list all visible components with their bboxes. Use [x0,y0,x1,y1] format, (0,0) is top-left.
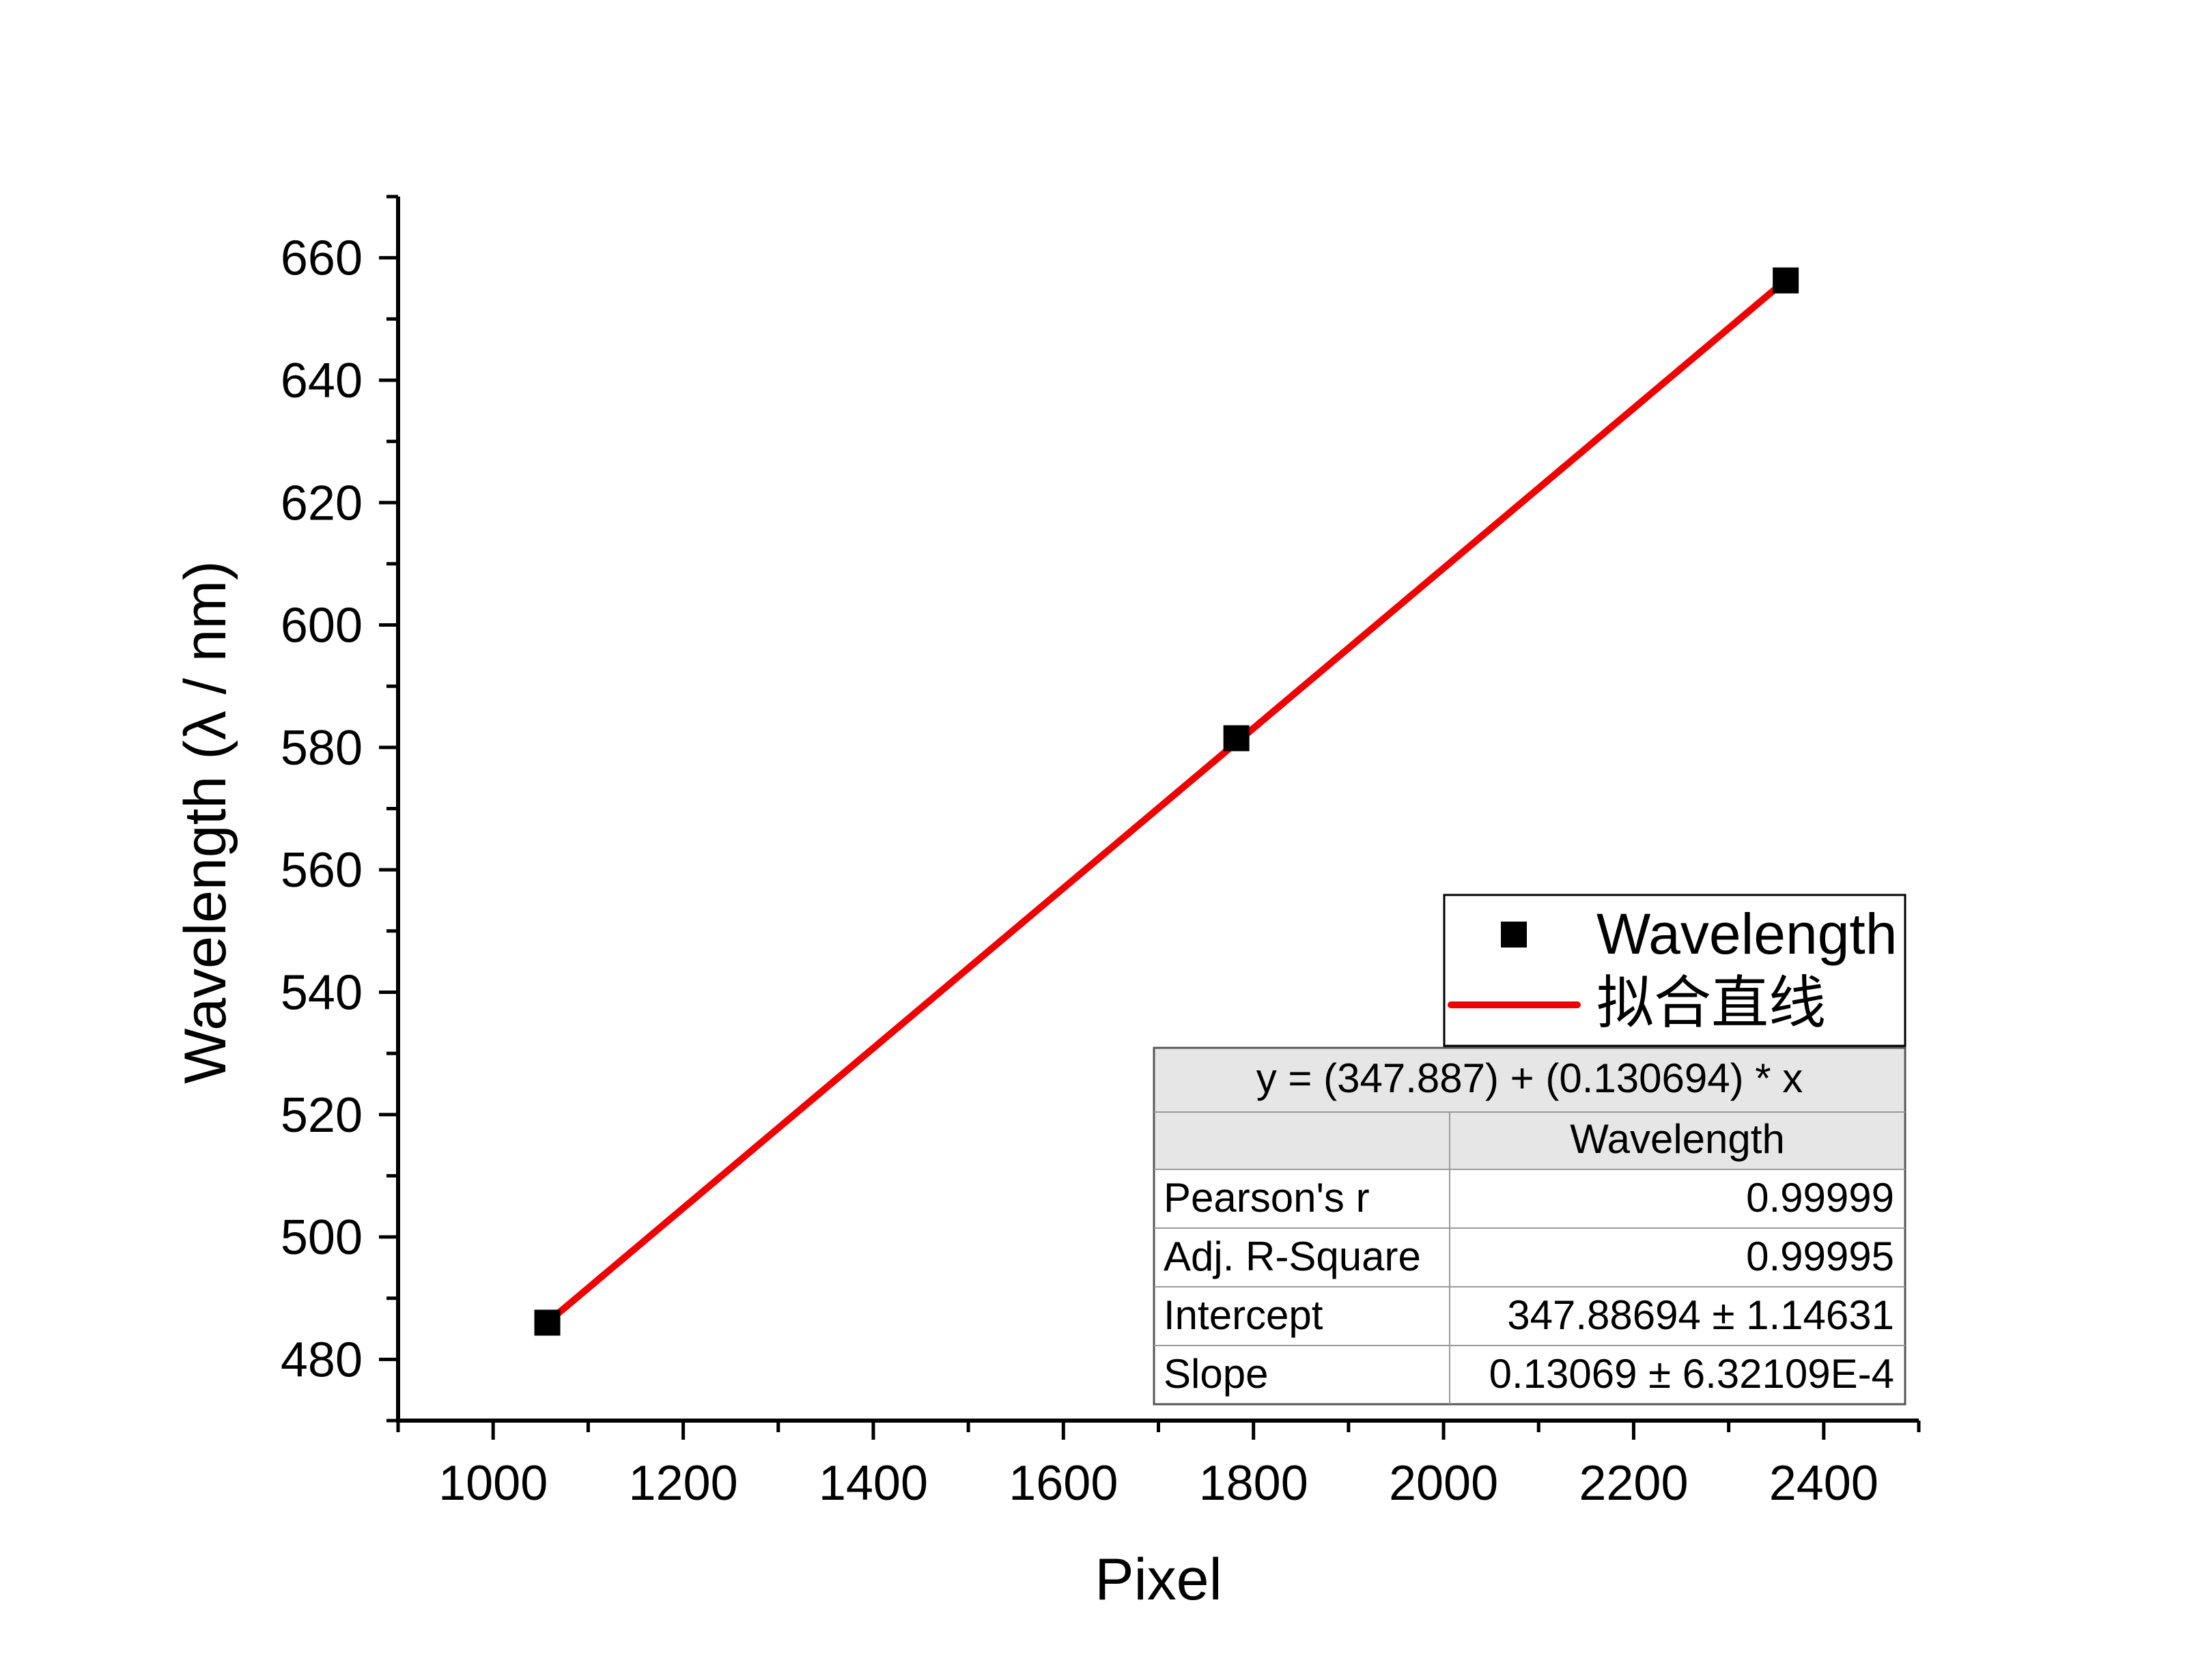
table-row-value: 0.13069 ± 6.32109E-4 [1489,1351,1894,1397]
legend-square-marker-icon [1501,922,1527,948]
table-header-row [1155,1112,1904,1169]
x-tick-label: 2400 [1769,1456,1878,1511]
y-tick-label: 480 [281,1333,363,1387]
x-tick-label: 1600 [1009,1456,1118,1511]
y-tick-label: 620 [281,476,363,530]
fit-results-table: y = (347.887) + (0.130694) * x Wavelengt… [1153,1047,1906,1406]
table-column-header: Wavelength [1570,1116,1785,1162]
table-row-value: 347.88694 ± 1.14631 [1507,1292,1894,1338]
x-axis-ticks: 1000 1200 1400 1600 1800 2000 2200 2400 [396,1421,1921,1511]
y-axis-title: Wavelength (λ / nm) [173,560,238,1083]
y-tick-label: 540 [281,965,363,1020]
y-tick-label: 640 [281,354,363,408]
table-rows: Pearson's r 0.99999 Adj. R-Square 0.99995 In… [1164,1175,1894,1397]
data-point [1223,725,1250,752]
data-point [1773,267,1799,294]
legend-label-fit-line: 拟合直线 [1596,971,1826,1035]
x-tick-label: 2000 [1389,1456,1498,1511]
table-row-label: Slope [1164,1351,1268,1397]
y-tick-label: 560 [281,843,363,898]
x-tick-label: 1000 [438,1456,548,1511]
y-tick-label: 500 [281,1210,363,1265]
y-tick-label: 660 [281,231,363,286]
axes: 1000 1200 1400 1600 1800 2000 2200 2400 480 500 5… [281,195,1921,1511]
x-tick-label: 1400 [819,1456,928,1511]
table-equation-row [1155,1049,1904,1112]
legend-box [1443,894,1906,1047]
y-tick-label: 600 [281,599,363,653]
x-tick-label: 1200 [628,1456,737,1511]
table-row-label: Intercept [1164,1292,1323,1338]
data-point [534,1309,561,1336]
legend: Wavelength 拟合直线 [1443,894,1906,1047]
x-tick-label: 1800 [1199,1456,1308,1511]
table-row-value: 0.99999 [1746,1175,1894,1221]
x-axis-title: Pixel [1095,1547,1222,1612]
fit-line [544,276,1790,1326]
legend-label-wavelength: Wavelength [1596,902,1897,966]
y-tick-label: 520 [281,1088,363,1143]
fit-equation: y = (347.887) + (0.130694) * x [1256,1055,1803,1101]
table-row-label: Pearson's r [1164,1175,1370,1221]
table-row-label: Adj. R-Square [1164,1234,1421,1279]
data-points [534,267,1799,1336]
y-axis-ticks: 480 500 520 540 560 580 600 620 640 660 [281,195,398,1423]
y-tick-label: 580 [281,721,363,775]
table-grid-lines [1154,1111,1905,1404]
plot-area [534,267,1799,1336]
x-tick-label: 2200 [1579,1456,1688,1511]
table-row-value: 0.99995 [1746,1234,1894,1279]
